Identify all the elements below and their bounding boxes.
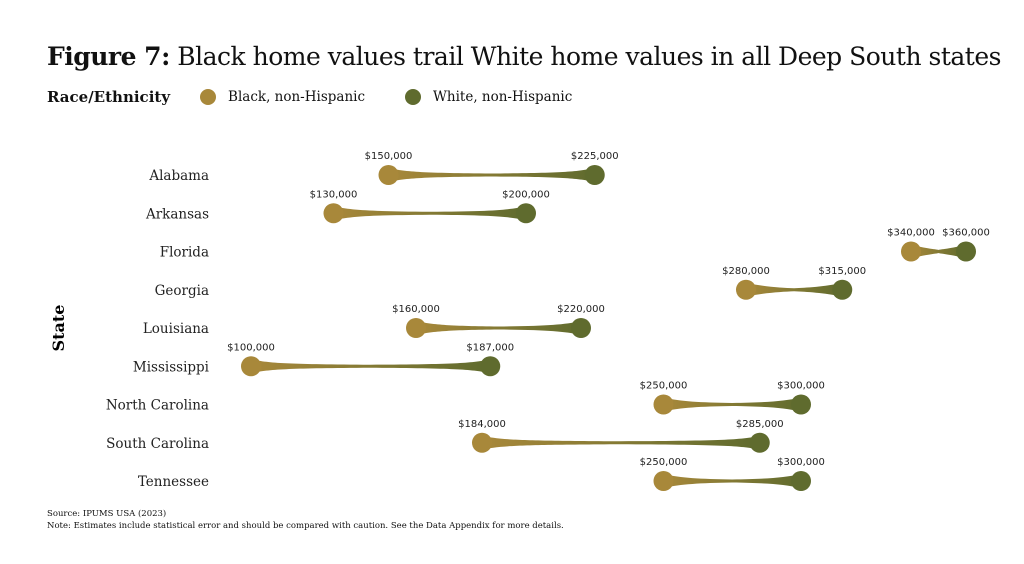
white-point [480,356,501,377]
white-value-label: $300,000 [777,381,825,392]
black-point [241,356,261,377]
category-label: Georgia [155,283,209,299]
black-value-label: $160,000 [392,304,440,315]
category-label: Alabama [148,168,209,184]
black-point [472,432,492,453]
category-label: North Carolina [106,398,209,414]
black-point [653,471,674,491]
white-point [571,318,591,338]
white-point [749,432,770,453]
connector-bar [416,321,581,335]
connector-bar [333,206,526,221]
white-value-label: $220,000 [557,304,605,315]
legend-swatch-white [405,89,422,105]
white-value-label: $187,000 [466,342,514,353]
category-label: Florida [160,245,209,261]
figure-number: Figure 7: [47,42,170,71]
legend-item-black: Black, non-Hispanic [200,89,365,105]
source-note: Source: IPUMS USA (2023) [47,509,167,519]
connector-bar [911,244,966,259]
row-tennessee: Tennessee $250,000 $300,000 [138,457,825,491]
white-point [956,241,976,262]
row-louisiana: Louisiana $160,000 $220,000 [143,304,605,338]
black-point [736,279,756,300]
row-mississippi: Mississippi $100,000 $187,000 [133,342,514,377]
black-value-label: $250,000 [640,381,688,392]
category-label: Arkansas [145,206,209,222]
connector-bar [663,474,801,488]
category-label: Louisiana [143,321,209,337]
white-value-label: $200,000 [502,189,550,200]
white-value-label: $285,000 [736,419,784,430]
black-value-label: $130,000 [310,189,358,200]
white-point [516,203,536,224]
black-value-label: $150,000 [365,151,413,162]
legend-title: Race/Ethnicity [47,88,171,106]
connector-bar [251,359,491,374]
black-value-label: $184,000 [458,419,506,430]
white-point [584,165,605,185]
legend-swatch-black [200,89,217,105]
category-label: Tennessee [138,474,209,490]
row-north-carolina: North Carolina $250,000 $300,000 [106,381,825,415]
white-point [832,279,853,300]
legend-label-black: Black, non-Hispanic [228,89,366,105]
row-georgia: Georgia $280,000 $315,000 [155,266,866,300]
white-value-label: $315,000 [818,266,866,277]
connector-bar [388,168,595,182]
black-value-label: $250,000 [640,457,688,468]
black-point [406,318,426,338]
row-south-carolina: South Carolina $184,000 $285,000 [106,419,784,453]
black-value-label: $340,000 [887,228,935,239]
category-label: Mississippi [133,359,210,375]
legend-label-white: White, non-Hispanic [433,89,573,105]
connector-bar [663,397,801,412]
row-florida: Florida $340,000 $360,000 [160,228,990,262]
white-value-label: $225,000 [571,151,619,162]
black-point [323,203,344,224]
black-point [378,165,399,185]
black-value-label: $280,000 [722,266,770,277]
legend: Race/Ethnicity Black, non-Hispanic White… [47,88,612,106]
row-arkansas: Arkansas $130,000 $200,000 [145,189,550,224]
white-value-label: $300,000 [777,457,825,468]
white-point [791,394,811,415]
chart-title: Figure 7: Black home values trail White … [47,42,1001,71]
black-point [653,394,674,415]
title-text: Black home values trail White home value… [177,42,1001,71]
black-value-label: $100,000 [227,342,275,353]
white-value-label: $360,000 [942,228,990,239]
category-label: South Carolina [106,436,209,452]
white-point [791,471,811,491]
row-alabama: Alabama $150,000 $225,000 [148,151,619,185]
connector-bar [746,282,843,297]
legend-item-white: White, non-Hispanic [405,89,572,105]
connector-bar [482,435,760,450]
footnote: Note: Estimates include statistical erro… [47,521,564,531]
black-point [901,241,921,262]
y-axis-label: State [49,305,68,352]
